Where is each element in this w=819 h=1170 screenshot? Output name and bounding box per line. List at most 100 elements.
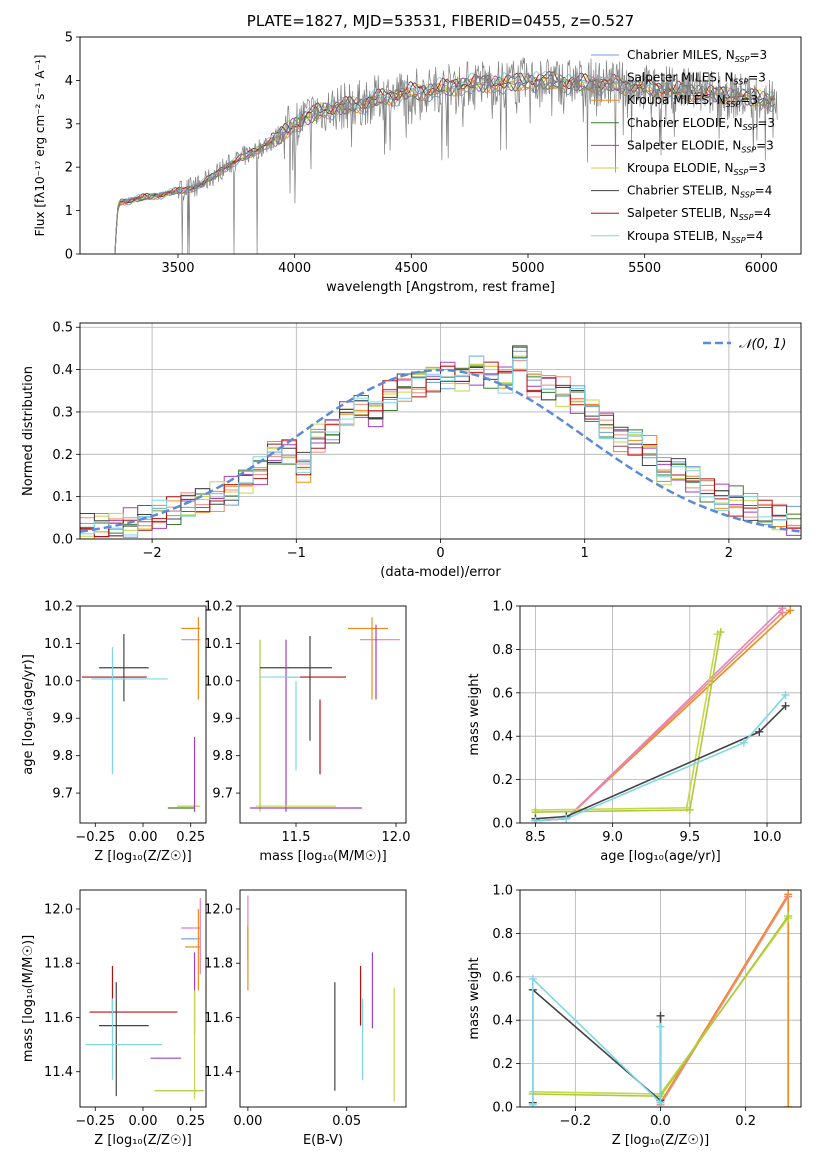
y-tick-label: 10.2 [44,600,73,615]
x-tick-label: −1 [287,546,306,561]
axes-massweight-vs-age: 8.5 9.0 9.5 10.0 0.0 0.2 0.4 0.6 0.8 1.0 age [log₁… [467,600,802,864]
y-tick-label: 1.0 [492,884,513,899]
plot-area [81,617,201,812]
y-tick-label: 11.6 [204,1011,233,1026]
x-axis-label: wavelength [Angstrom, rest frame] [326,280,555,295]
mass-weight-marker [784,892,793,901]
normal-curve [80,368,801,533]
y-tick-label: 12.0 [44,902,73,917]
y-tick-label: 0.2 [492,1057,513,1072]
y-tick-label: 9.7 [52,787,73,802]
x-tick-label: 2 [725,546,733,561]
mass-weight-marker [528,1100,537,1107]
y-tick-label: 9.8 [212,749,233,764]
y-tick-label: 9.9 [52,712,73,727]
mass-weight-marker [562,814,571,823]
model-spectrum-line [114,70,775,254]
y-tick-label: 9.7 [212,787,233,802]
legend-entry: Kroupa ELODIE, NSSP=3 [627,161,766,177]
y-tick-label: 0.3 [52,405,73,420]
y-tick-label: 10.0 [44,674,73,689]
y-tick-label: 5 [65,31,73,46]
y-tick-label: 0.8 [492,927,513,942]
plot-area [250,617,400,812]
y-tick-label: 11.8 [204,957,233,972]
plot-area [114,57,778,254]
y-tick-label: 1 [65,204,73,219]
y-tick-label: 4 [65,74,73,89]
x-tick-label: 12.0 [382,830,411,845]
y-tick-label: 0.4 [52,363,73,378]
y-tick-label: 0.6 [492,686,513,701]
legend-entry: Chabrier ELODIE, NSSP=3 [627,116,775,132]
x-tick-label: 0.0 [650,1114,671,1129]
y-tick-label: 0.0 [492,817,513,832]
x-tick-label: 0.25 [176,1114,205,1129]
axes-frame [79,889,207,1108]
x-tick-label: 0.00 [129,1114,158,1129]
data-spectrum-line [114,57,778,254]
mass-weight-line [535,705,787,820]
x-axis-label: (data-model)/error [380,565,501,580]
x-tick-label: 4000 [278,261,311,276]
x-tick-label: 0.25 [176,830,205,845]
legend: Chabrier MILES, NSSP=3 Salpeter MILES, NS… [591,48,775,245]
x-axis-label: E(B-V) [303,1133,343,1148]
mass-weight-marker [531,816,540,823]
x-tick-label: 9.0 [602,830,623,845]
mass-weight-marker [755,727,764,736]
x-tick-label: −0.2 [560,1114,592,1129]
y-tick-label: 10.1 [44,637,73,652]
axes-age-vs-mass: 11.5 12.0 9.7 9.8 9.9 10.0 10.1 10.2 mass [log₁₀… [204,600,410,865]
histogram-step [80,346,801,537]
y-tick-label: 0.0 [52,533,73,548]
mass-weight-marker [781,690,790,699]
y-tick-label: 9.9 [212,712,233,727]
histogram-step [80,355,801,536]
y-tick-label: 10.0 [204,674,233,689]
mass-weight-line [535,631,722,813]
x-axis-label: Z [log₁₀(Z/Z☉)] [94,849,191,864]
mass-weight-line [531,988,662,1103]
axes-frame [79,322,802,540]
y-tick-label: 0.5 [52,321,73,336]
mass-weight-marker [685,805,694,814]
mass-weight-marker [656,1098,665,1107]
legend-entry: 𝒩(0, 1) [739,337,786,352]
x-axis-label: mass [log₁₀(M/M☉)] [259,849,386,864]
y-axis-label: age [log₁₀(age/yr)] [21,654,36,775]
y-tick-label: 0.6 [492,970,513,985]
plot-area [520,890,801,1107]
y-tick-label: 0.2 [492,773,513,788]
legend-entry: Chabrier STELIB, NSSP=4 [627,184,772,200]
y-tick-label: 0.2 [52,448,73,463]
axes-spectrum: 3500 4000 4500 5000 5500 6000 0 1 2 3 4 5 wavelength… [33,31,802,295]
y-tick-label: 2 [65,161,73,176]
mass-weight-marker [786,606,795,615]
x-axis-label: age [log₁₀(age/yr)] [600,849,721,864]
mass-weight-marker [656,1022,665,1031]
y-tick-label: 11.4 [204,1065,233,1080]
y-tick-label: 0 [65,248,73,263]
y-axis-label: mass weight [467,673,482,755]
mass-weight-line [535,634,719,811]
x-tick-label: 0.2 [735,1114,756,1129]
mass-weight-line [535,607,784,822]
mass-weight-marker [716,628,725,637]
x-tick-label: −2 [143,546,162,561]
x-tick-label: 11.5 [282,830,311,845]
y-tick-label: 0.4 [492,1014,513,1029]
legend-entry: Salpeter ELODIE, NSSP=3 [627,138,774,154]
figure-title: PLATE=1827, MJD=53531, FIBERID=0455, z=0… [246,12,635,30]
y-tick-label: 11.8 [44,957,73,972]
axes-frame [79,36,802,255]
x-tick-label: 0.00 [233,1114,262,1129]
axes-mass-vs-Z: −0.25 0.00 0.25 11.4 11.6 11.8 12.0 Z [log₁₀(Z/… [21,889,207,1148]
legend-entry: Salpeter MILES, NSSP=3 [627,71,766,87]
plot-area [80,323,801,539]
x-tick-label: 8.5 [525,830,546,845]
x-tick-label: 0.00 [129,830,158,845]
x-tick-label: −0.25 [75,830,115,845]
x-tick-label: 6000 [745,261,778,276]
x-tick-label: −0.25 [75,1114,115,1129]
